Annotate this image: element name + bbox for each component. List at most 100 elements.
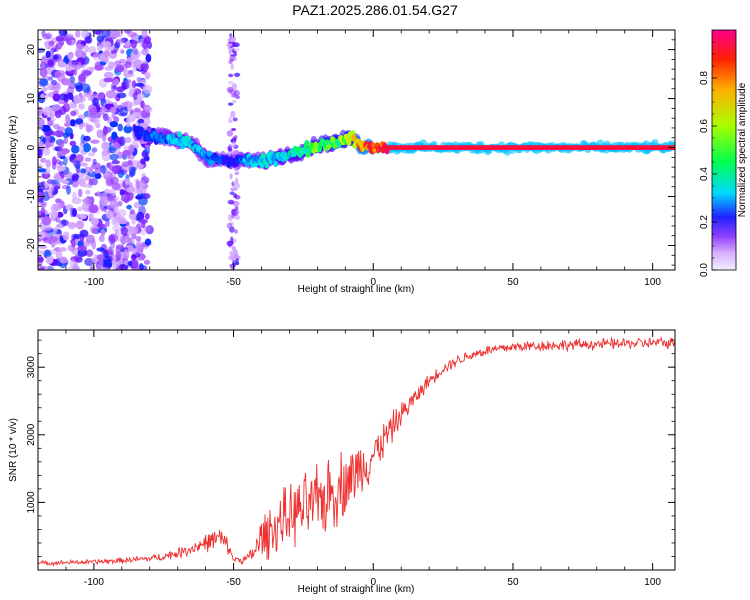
noise-blob xyxy=(106,210,114,220)
noise-blob xyxy=(110,30,121,38)
chart-title: PAZ1.2025.286.01.54.G27 xyxy=(292,2,458,18)
noise-blob xyxy=(69,140,77,147)
noise-blob xyxy=(71,241,76,248)
noise-blob xyxy=(70,119,76,127)
noise-blob xyxy=(232,117,238,122)
noise-blob xyxy=(38,168,47,173)
colorbar-tick-label: 0.0 xyxy=(699,263,710,277)
noise-blob xyxy=(39,67,48,78)
noise-blob xyxy=(92,158,97,165)
noise-blob xyxy=(42,86,48,92)
noise-blob xyxy=(84,157,92,162)
noise-blob xyxy=(71,145,80,154)
y-tick-label: 2000 xyxy=(26,423,37,446)
snr-x-axis-label: Height of straight line (km) xyxy=(298,584,415,595)
noise-blob xyxy=(234,183,241,189)
snr-ticks: -100 -50 0 50 100 1000 2000 3000 xyxy=(26,330,675,588)
noise-blob xyxy=(121,101,129,108)
noise-blob xyxy=(67,266,78,270)
noise-blob xyxy=(69,259,78,267)
noise-blob xyxy=(234,171,240,175)
noise-blob xyxy=(46,254,54,264)
noise-blob xyxy=(101,30,111,38)
noise-blob xyxy=(90,139,100,144)
noise-blob xyxy=(38,256,44,263)
noise-blob xyxy=(85,249,94,257)
noise-blob xyxy=(234,214,240,220)
noise-blob xyxy=(102,259,113,268)
noise-blob xyxy=(143,259,151,265)
noise-blob xyxy=(40,93,45,99)
noise-blob xyxy=(230,110,236,118)
x-tick-label: 0 xyxy=(370,277,376,288)
noise-blob xyxy=(38,231,47,239)
noise-blob xyxy=(38,124,43,131)
noise-blob xyxy=(75,84,84,92)
noise-blob xyxy=(234,177,239,185)
noise-blob xyxy=(107,61,115,69)
ridge-core xyxy=(264,161,270,169)
noise-blob xyxy=(39,265,45,270)
noise-blob xyxy=(91,147,98,153)
noise-blob xyxy=(141,192,151,200)
noise-blob xyxy=(62,171,73,179)
noise-blob xyxy=(231,41,239,47)
x-tick-label: 100 xyxy=(644,577,661,588)
noise-blob xyxy=(80,162,88,167)
noise-blob xyxy=(79,213,87,220)
noise-blob xyxy=(57,203,62,209)
noise-blob xyxy=(118,219,128,225)
noise-blob xyxy=(112,212,117,218)
noise-blob xyxy=(129,166,136,175)
noise-blob xyxy=(38,141,45,150)
noise-blob xyxy=(227,148,232,152)
x-tick-label: 0 xyxy=(370,577,376,588)
noise-blob xyxy=(59,106,67,115)
noise-blob xyxy=(38,47,46,54)
noise-blob xyxy=(127,261,132,267)
noise-blob xyxy=(229,191,235,195)
x-tick-label: 50 xyxy=(507,277,519,288)
noise-blob xyxy=(42,33,51,40)
noise-blob xyxy=(77,188,83,198)
noise-blob xyxy=(58,93,68,101)
noise-blob xyxy=(68,101,76,109)
noise-blob xyxy=(228,50,232,55)
noise-blob xyxy=(232,200,240,207)
noise-blob xyxy=(48,235,58,243)
noise-blob xyxy=(109,121,119,128)
noise-blob xyxy=(112,216,119,224)
noise-blob xyxy=(48,187,53,198)
noise-blob xyxy=(53,123,60,130)
noise-blob xyxy=(142,84,153,94)
noise-blob xyxy=(103,71,114,79)
noise-blob xyxy=(233,193,238,199)
noise-blob xyxy=(74,49,83,58)
noise-blob xyxy=(55,250,63,260)
noise-blob xyxy=(89,107,98,115)
noise-blob xyxy=(141,30,148,39)
noise-blob xyxy=(88,46,97,55)
noise-blob xyxy=(118,136,124,145)
noise-blob xyxy=(77,206,83,212)
noise-blob xyxy=(45,159,52,168)
noise-blob xyxy=(120,226,128,236)
noise-blob xyxy=(124,136,132,144)
noise-blob xyxy=(96,254,105,261)
noise-blob xyxy=(226,130,234,137)
noise-blob xyxy=(70,110,77,117)
noise-blob xyxy=(68,82,77,90)
noise-blob xyxy=(83,242,93,247)
noise-blob xyxy=(75,220,85,230)
noise-blob xyxy=(128,87,136,95)
noise-blob xyxy=(144,213,150,220)
noise-blob xyxy=(82,70,92,76)
noise-blob xyxy=(130,160,141,169)
noise-blob xyxy=(96,44,103,52)
noise-blob xyxy=(227,102,234,106)
noise-blob xyxy=(135,82,144,87)
noise-blob xyxy=(96,190,101,197)
noise-blob xyxy=(126,191,134,202)
noise-blob xyxy=(233,89,240,97)
noise-blob xyxy=(115,265,125,270)
